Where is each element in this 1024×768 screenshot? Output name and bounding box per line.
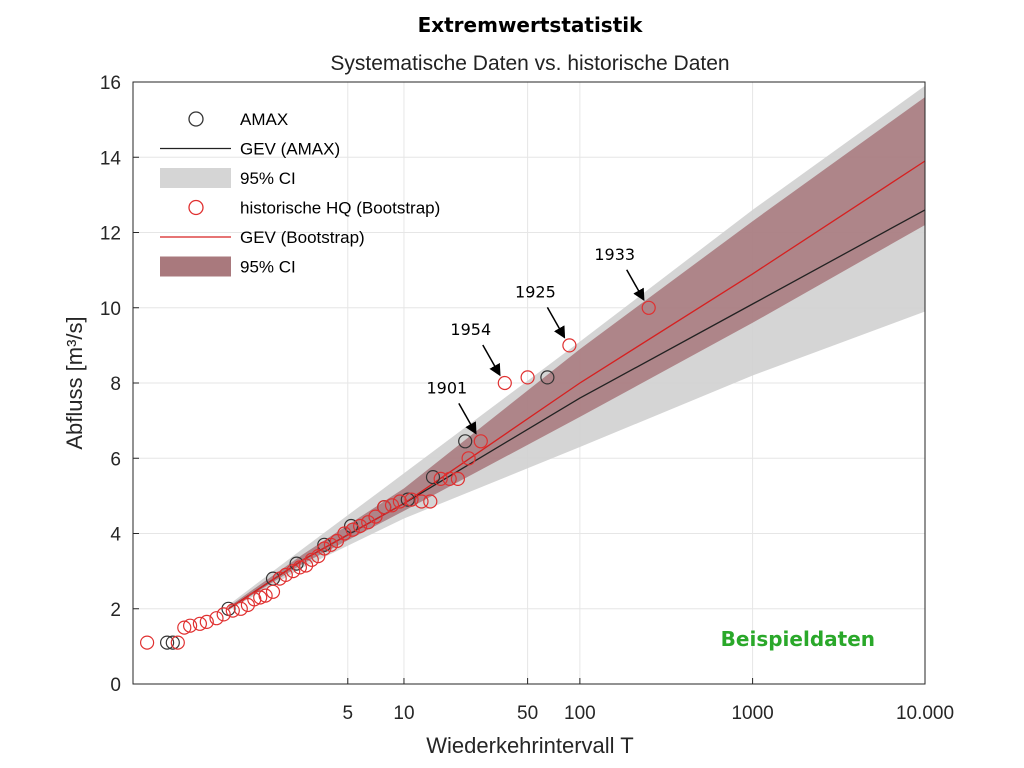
legend-marker — [188, 199, 204, 216]
legend: AMAX GEV (AMAX) 95% CI historische HQ (Boot… — [160, 110, 440, 277]
historical-point — [461, 451, 476, 466]
historical-point — [497, 375, 512, 391]
legend-label: GEV (AMAX) — [240, 140, 340, 159]
annotation-arrow — [458, 402, 477, 435]
amax-point — [317, 537, 332, 552]
historical-point — [404, 492, 419, 507]
historical-point — [278, 567, 293, 583]
legend-label: historische HQ (Bootstrap) — [240, 199, 440, 218]
historical-point — [199, 614, 214, 630]
chart-title: Extremwertstatistik — [418, 13, 644, 37]
historical-point — [225, 603, 240, 618]
amax-point — [540, 370, 555, 385]
watermark-text: Beispieldaten — [721, 627, 875, 651]
historical-point — [209, 611, 224, 626]
y-tick-label: 2 — [110, 600, 121, 621]
historical-point — [433, 471, 448, 486]
y-tick-label: 8 — [110, 374, 121, 395]
historical-point — [337, 526, 352, 541]
y-tick-label: 4 — [110, 525, 121, 546]
annotation-label: 1925 — [515, 282, 556, 301]
legend-patch — [160, 256, 231, 277]
ci-band-bootstrap — [228, 97, 925, 610]
historical-point — [392, 494, 407, 509]
historical-point — [329, 533, 345, 549]
y-tick-label: 12 — [100, 224, 121, 245]
historical-point — [562, 338, 577, 353]
historical-point — [177, 620, 192, 635]
amax-point — [160, 635, 175, 650]
legend-patch — [160, 168, 231, 188]
historical-point — [423, 494, 438, 509]
historical-point — [345, 522, 360, 537]
historical-point — [361, 515, 376, 530]
historical-point — [377, 500, 392, 515]
historical-point — [299, 558, 314, 573]
x-tick-label: 100 — [564, 703, 596, 724]
historical-point — [317, 541, 332, 556]
y-tick-label: 6 — [110, 449, 121, 470]
historical-point — [216, 607, 231, 622]
amax-point — [425, 470, 441, 485]
x-tick-label: 10 — [393, 703, 414, 724]
y-axis-ticks: 0 2 4 6 8 10 12 14 16 — [100, 73, 139, 696]
y-tick-label: 0 — [110, 675, 121, 696]
annotation-arrow — [482, 344, 501, 377]
chart-subtitle: Systematische Daten vs. historische Date… — [330, 52, 729, 75]
amax-point — [400, 492, 415, 507]
legend-label: GEV (Bootstrap) — [240, 228, 365, 247]
historical-point — [473, 434, 488, 449]
historical-point — [286, 563, 301, 579]
legend-label: AMAX — [240, 110, 288, 129]
x-axis-ticks: 5 10 50 100 1000 10.000 — [342, 678, 954, 724]
annotation-label: 1933 — [594, 245, 635, 264]
confidence-bands — [228, 85, 925, 611]
x-axis-label: Wiederkehrintervall T — [426, 733, 633, 758]
historical-point — [641, 300, 656, 315]
historical-point — [183, 618, 198, 633]
y-axis-label: Abfluss [m³/s] — [62, 316, 87, 449]
legend-label: 95% CI — [240, 258, 296, 277]
historical-point — [170, 635, 185, 650]
x-tick-label: 50 — [517, 703, 538, 724]
year-annotations: 1901 1954 1925 1933 — [426, 245, 645, 435]
historical-point — [233, 601, 248, 616]
gev-line-bootstrap — [228, 160, 926, 610]
historical-point — [140, 635, 155, 650]
ci-band-amax — [228, 85, 925, 611]
historical-point — [414, 494, 429, 509]
legend-label: 95% CI — [240, 169, 296, 188]
historical-point — [292, 560, 307, 575]
amax-point — [458, 434, 473, 449]
historical-point — [442, 471, 457, 486]
y-tick-label: 10 — [100, 299, 121, 320]
historical-point — [450, 471, 465, 486]
amax-point — [165, 635, 180, 650]
historical-point — [384, 498, 400, 513]
gev-lines — [228, 160, 926, 610]
historical-point — [258, 588, 273, 603]
legend-marker — [188, 111, 204, 127]
historical-point — [353, 518, 368, 534]
historical-point — [265, 584, 281, 599]
amax-point — [289, 556, 304, 571]
annotation-arrow — [546, 307, 566, 339]
y-tick-label: 14 — [100, 148, 122, 169]
annotation-label: 1954 — [450, 320, 491, 339]
historical-point — [520, 370, 535, 385]
x-tick-label: 1000 — [731, 703, 773, 724]
x-tick-label: 10.000 — [896, 703, 954, 724]
data-points — [140, 300, 656, 650]
x-tick-label: 5 — [342, 703, 353, 724]
annotation-label: 1901 — [426, 378, 467, 397]
annotation-arrow — [626, 269, 645, 302]
historical-point — [192, 616, 207, 631]
y-tick-label: 16 — [100, 73, 121, 94]
historical-point — [368, 509, 383, 524]
